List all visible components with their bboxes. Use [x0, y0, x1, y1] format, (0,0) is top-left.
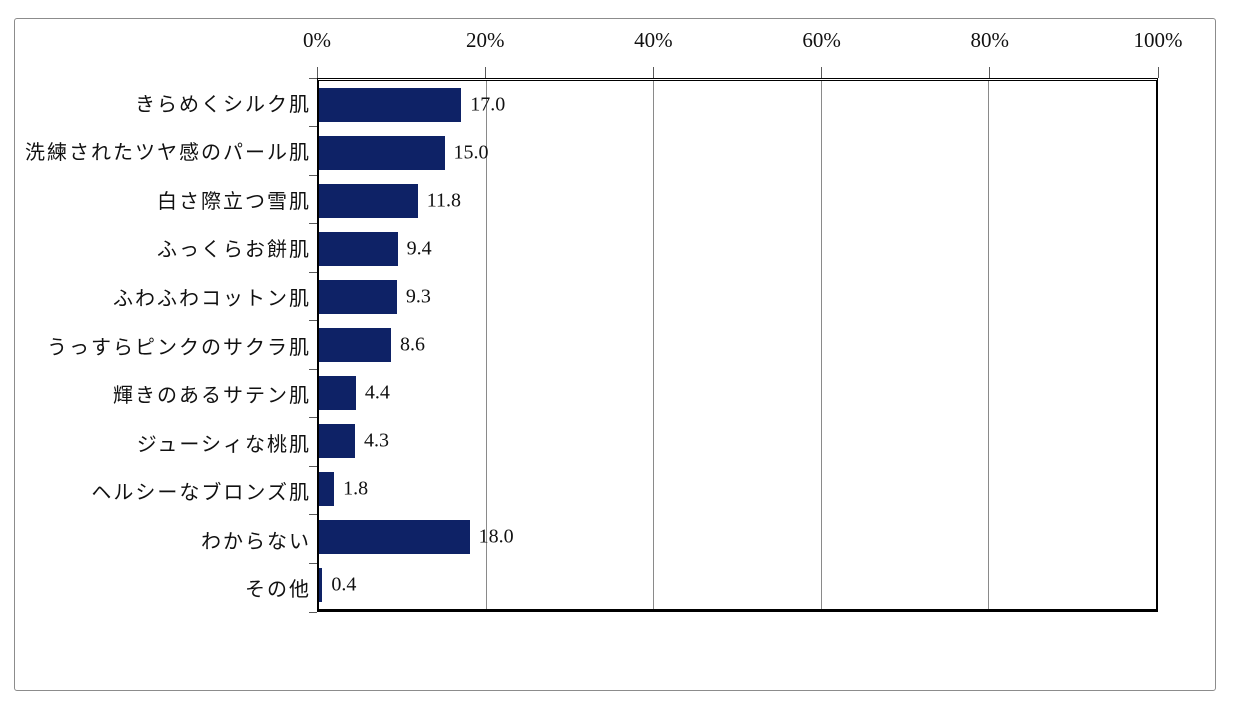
- plot-area: 17.0 15.0 11.8 9.4 9.3 8.6 4.4 4.3 1.8 1…: [317, 78, 1158, 612]
- y-tick-mark: [309, 562, 317, 564]
- bar: [319, 568, 323, 602]
- x-tick-mark: [484, 67, 486, 78]
- x-tick-mark: [989, 67, 991, 78]
- category-row: その他: [20, 563, 309, 612]
- category-label: 白さ際立つ雪肌: [157, 190, 311, 213]
- bar-value-label: 8.6: [399, 333, 425, 356]
- category-row: ふわふわコットン肌: [20, 272, 309, 321]
- bar-value-label: 11.8: [426, 189, 462, 212]
- category-label: 洗練されたツヤ感のパール肌: [25, 142, 311, 165]
- bar-value-label: 4.4: [364, 381, 390, 404]
- bar: [319, 328, 391, 362]
- bar-row: 8.6: [319, 321, 1156, 369]
- y-tick-mark: [309, 320, 317, 322]
- category-label: ふわふわコットン肌: [113, 287, 311, 310]
- y-tick-mark: [309, 77, 317, 79]
- y-tick-mark: [309, 126, 317, 128]
- category-row: うっすらピンクのサクラ肌: [20, 321, 309, 370]
- x-tick-mark: [821, 67, 823, 78]
- category-row: ジューシィな桃肌: [20, 418, 309, 467]
- bar: [319, 184, 418, 218]
- bar-row: 17.0: [319, 81, 1156, 129]
- category-label: きらめくシルク肌: [135, 93, 311, 116]
- category-row: 白さ際立つ雪肌: [20, 175, 309, 224]
- bar: [319, 424, 355, 458]
- bar-value-label: 9.4: [406, 237, 432, 260]
- bar-row: 4.3: [319, 417, 1156, 465]
- gridline: [988, 81, 990, 609]
- x-tick-label: 80%: [970, 28, 1010, 52]
- bar-value-label: 17.0: [470, 93, 506, 116]
- bar-row: 4.4: [319, 369, 1156, 417]
- x-tick-label: 100%: [1133, 28, 1183, 52]
- category-row: 輝きのあるサテン肌: [20, 369, 309, 418]
- bar-row: 11.8: [319, 177, 1156, 225]
- x-axis-ticks: [316, 67, 1159, 78]
- x-axis-labels: 0% 20% 40% 60% 80% 100%: [303, 28, 1183, 56]
- category-label: ジューシィな桃肌: [136, 433, 311, 456]
- category-row: 洗練されたツヤ感のパール肌: [20, 127, 309, 176]
- x-tick-mark: [1157, 67, 1159, 78]
- x-tick-label: 0%: [303, 28, 331, 52]
- category-row: ふっくらお餅肌: [20, 224, 309, 273]
- bar-rows: 17.0 15.0 11.8 9.4 9.3 8.6 4.4 4.3 1.8 1…: [319, 81, 1156, 609]
- y-tick-mark: [309, 223, 317, 225]
- bar-row: 9.4: [319, 225, 1156, 273]
- bar-row: 15.0: [319, 129, 1156, 177]
- y-tick-mark: [309, 368, 317, 370]
- bar-row: 0.4: [319, 561, 1156, 609]
- y-tick-mark: [309, 271, 317, 273]
- gridline: [485, 81, 487, 609]
- x-tick-label: 40%: [634, 28, 673, 52]
- y-tick-mark: [309, 174, 317, 176]
- x-tick-label: 60%: [802, 28, 841, 52]
- x-tick-mark: [316, 67, 318, 78]
- category-label: ふっくらお餅肌: [157, 239, 311, 262]
- category-row: きらめくシルク肌: [20, 78, 309, 127]
- bar-value-label: 1.8: [343, 477, 369, 500]
- category-label: うっすらピンクのサクラ肌: [47, 336, 311, 359]
- bar: [319, 280, 397, 314]
- bar-value-label: 9.3: [405, 285, 431, 308]
- y-axis-ticks: [309, 77, 317, 613]
- y-tick-mark: [309, 514, 317, 516]
- gridline: [653, 81, 655, 609]
- bar: [319, 472, 335, 506]
- x-tick-mark: [652, 67, 654, 78]
- bar: [319, 232, 398, 266]
- bar: [319, 520, 470, 554]
- category-label: 輝きのあるサテン肌: [113, 385, 311, 408]
- category-row: ヘルシーなブロンズ肌: [20, 466, 309, 515]
- bar-value-label: 4.3: [363, 429, 389, 452]
- bar: [319, 136, 445, 170]
- bar: [319, 88, 462, 122]
- y-tick-mark: [309, 611, 317, 613]
- bar-value-label: 18.0: [478, 525, 514, 548]
- bar-value-label: 0.4: [331, 573, 357, 596]
- bar-row: 18.0: [319, 513, 1156, 561]
- gridline: [820, 81, 822, 609]
- category-label: わからない: [201, 530, 311, 553]
- y-tick-mark: [309, 465, 317, 467]
- category-labels: きらめくシルク肌洗練されたツヤ感のパール肌白さ際立つ雪肌 ふっくらお餅肌ふわふわコ…: [20, 78, 309, 612]
- y-tick-mark: [309, 417, 317, 419]
- bar: [319, 376, 356, 410]
- bar-row: 1.8: [319, 465, 1156, 513]
- category-row: わからない: [20, 515, 309, 564]
- bar-value-label: 15.0: [453, 141, 489, 164]
- x-tick-label: 20%: [465, 28, 505, 52]
- bar-row: 9.3: [319, 273, 1156, 321]
- category-label: ヘルシーなブロンズ肌: [91, 482, 311, 505]
- category-label: その他: [245, 579, 311, 602]
